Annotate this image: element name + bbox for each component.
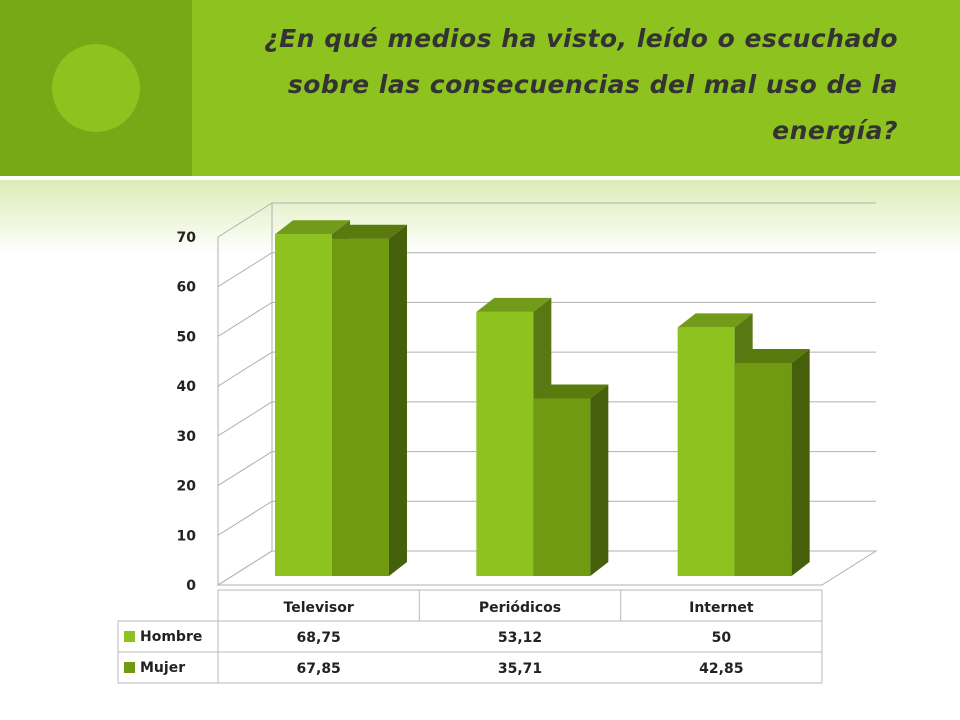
y-tick-label: 10	[177, 528, 197, 544]
legend-label: Mujer	[140, 660, 185, 676]
bar-mujer-2	[734, 348, 810, 576]
header-gradient-fade	[0, 180, 960, 255]
bar-front	[533, 398, 591, 576]
bar-top	[533, 384, 609, 399]
bar-top	[677, 313, 753, 328]
gridline-side	[217, 401, 273, 437]
data-label: 42,85	[699, 661, 743, 677]
legend-swatch-hombre	[124, 631, 135, 642]
gridline-side	[217, 252, 273, 288]
data-label: 67,85	[297, 661, 341, 677]
gridline-side	[217, 500, 273, 536]
gridline-side	[217, 202, 273, 238]
bar-front	[275, 234, 332, 576]
data-table	[117, 589, 823, 684]
bar-side	[791, 348, 810, 576]
bar-side	[590, 384, 609, 576]
bar-mujer-1	[533, 384, 609, 576]
y-tick-label: 0	[186, 578, 196, 594]
title-accent-block	[0, 0, 192, 176]
gridline-side	[217, 550, 273, 586]
data-label: 50	[712, 630, 732, 646]
category-label: Internet	[689, 600, 754, 616]
legend-label: Hombre	[140, 629, 202, 645]
bar-top	[275, 220, 350, 235]
title-banner: ¿En qué medios ha visto, leído o escucha…	[0, 0, 960, 176]
legend-swatch-mujer	[124, 662, 135, 673]
bar-front	[476, 311, 534, 576]
y-tick-label: 30	[177, 429, 197, 445]
y-tick-label: 20	[177, 479, 197, 495]
bar-front	[332, 238, 389, 576]
category-label: Televisor	[284, 600, 354, 616]
table-row	[117, 620, 823, 653]
gridline-side	[217, 451, 273, 486]
bar-mujer-0	[332, 224, 407, 576]
table-row	[117, 651, 823, 684]
y-tick-label: 60	[177, 280, 197, 296]
bar-top	[734, 348, 810, 363]
header-divider	[0, 176, 960, 180]
data-label: 68,75	[297, 630, 341, 646]
category-label: Periódicos	[479, 600, 561, 616]
y-tick-label: 50	[177, 329, 197, 345]
y-tick-label: 40	[177, 379, 197, 395]
bar-top	[332, 224, 407, 239]
data-label: 35,71	[498, 661, 542, 677]
bar-front	[734, 362, 792, 576]
bar-side	[389, 224, 407, 576]
bar-front	[677, 327, 735, 576]
title-accent-circle	[52, 44, 140, 132]
bar-top	[476, 297, 552, 312]
gridline-side	[217, 351, 273, 387]
page-title: ¿En qué medios ha visto, leído o escucha…	[264, 24, 898, 145]
gridline-side	[217, 302, 273, 337]
y-tick-label: 70	[177, 230, 197, 246]
data-label: 53,12	[498, 630, 542, 646]
